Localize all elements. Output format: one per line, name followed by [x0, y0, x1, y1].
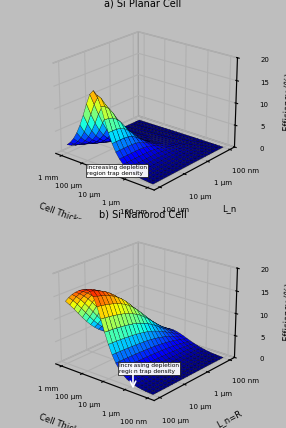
- Y-axis label: L_n: L_n: [222, 204, 236, 213]
- Text: Increasing depletion
region trap density: Increasing depletion region trap density: [119, 363, 179, 374]
- Y-axis label: L_n=R: L_n=R: [215, 408, 243, 428]
- X-axis label: Cell Thickness, L: Cell Thickness, L: [38, 412, 107, 428]
- Title: b) Si Nanorod Cell: b) Si Nanorod Cell: [99, 209, 187, 219]
- X-axis label: Cell Thickness, L: Cell Thickness, L: [38, 202, 107, 235]
- Title: a) Si Planar Cell: a) Si Planar Cell: [104, 0, 182, 9]
- Text: Increasing depletion
region trap density: Increasing depletion region trap density: [87, 165, 147, 176]
